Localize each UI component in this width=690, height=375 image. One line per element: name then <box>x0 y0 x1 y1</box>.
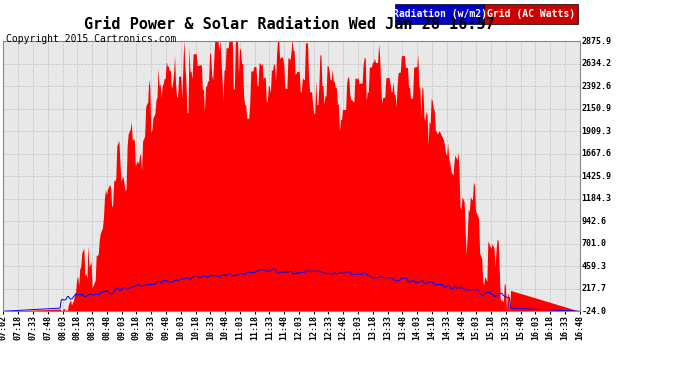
Text: Radiation (w/m2): Radiation (w/m2) <box>393 9 486 19</box>
Text: Grid Power & Solar Radiation Wed Jan 28 16:57: Grid Power & Solar Radiation Wed Jan 28 … <box>84 17 495 32</box>
Text: 2392.6: 2392.6 <box>582 82 611 91</box>
Text: 2150.9: 2150.9 <box>582 104 611 113</box>
Text: 2634.2: 2634.2 <box>582 59 611 68</box>
Text: 942.6: 942.6 <box>582 217 607 226</box>
Text: 1667.6: 1667.6 <box>582 149 611 158</box>
Text: 1425.9: 1425.9 <box>582 172 611 181</box>
Text: 701.0: 701.0 <box>582 239 607 248</box>
Text: 2875.9: 2875.9 <box>582 37 611 46</box>
Text: 459.3: 459.3 <box>582 262 607 271</box>
Text: -24.0: -24.0 <box>582 307 607 316</box>
Text: Copyright 2015 Cartronics.com: Copyright 2015 Cartronics.com <box>6 34 176 44</box>
Text: 217.7: 217.7 <box>582 284 607 293</box>
Text: 1909.3: 1909.3 <box>582 127 611 136</box>
Text: 1184.3: 1184.3 <box>582 194 611 203</box>
Text: Grid (AC Watts): Grid (AC Watts) <box>487 9 575 19</box>
